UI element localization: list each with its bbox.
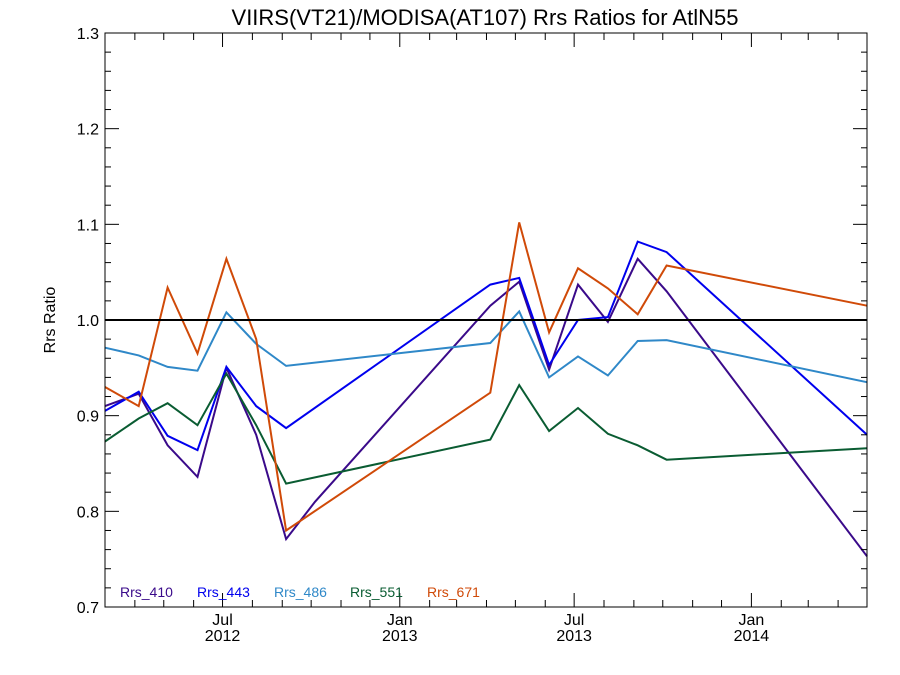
y-tick-label: 1.0 xyxy=(77,313,99,330)
y-axis: 0.7 0.8 0.9 1.0 1.1 1.2 1.3 xyxy=(77,26,867,617)
y-tick-label: 0.7 xyxy=(77,600,99,617)
legend-entry-rrs-443: Rrs_443 xyxy=(197,584,250,600)
y-tick-label: 1.1 xyxy=(77,217,99,234)
chart-title: VIIRS(VT21)/MODISA(AT107) Rrs Ratios for… xyxy=(232,5,739,30)
legend-entry-rrs-486: Rrs_486 xyxy=(274,584,327,600)
series-line-rrs-551 xyxy=(104,371,868,485)
legend: Rrs_410 Rrs_443 Rrs_486 Rrs_551 Rrs_671 xyxy=(120,584,480,600)
series-layer xyxy=(104,222,868,557)
series-line-rrs-486 xyxy=(104,309,868,384)
y-axis-label: Rrs Ratio xyxy=(42,287,59,354)
y-tick-label: 1.3 xyxy=(77,26,99,43)
series-line-rrs-671 xyxy=(104,222,868,533)
x-tick-label-month: Jul xyxy=(212,612,232,629)
legend-entry-rrs-671: Rrs_671 xyxy=(427,584,480,600)
x-tick-label-year: 2013 xyxy=(382,628,418,645)
y-tick-label: 0.9 xyxy=(77,409,99,426)
legend-entry-rrs-551: Rrs_551 xyxy=(350,584,403,600)
x-tick-label-month: Jan xyxy=(387,612,413,629)
x-tick-label-month: Jul xyxy=(564,612,584,629)
x-tick-label-year: 2012 xyxy=(205,628,241,645)
series-line-rrs-410 xyxy=(104,257,868,557)
legend-entry-rrs-410: Rrs_410 xyxy=(120,584,173,600)
x-tick-label-month: Jan xyxy=(739,612,765,629)
y-tick-label: 1.2 xyxy=(77,122,99,139)
y-tick-label: 0.8 xyxy=(77,504,99,521)
series-line-rrs-443 xyxy=(104,240,868,452)
x-tick-label-year: 2013 xyxy=(556,628,592,645)
x-tick-label-year: 2014 xyxy=(734,628,770,645)
